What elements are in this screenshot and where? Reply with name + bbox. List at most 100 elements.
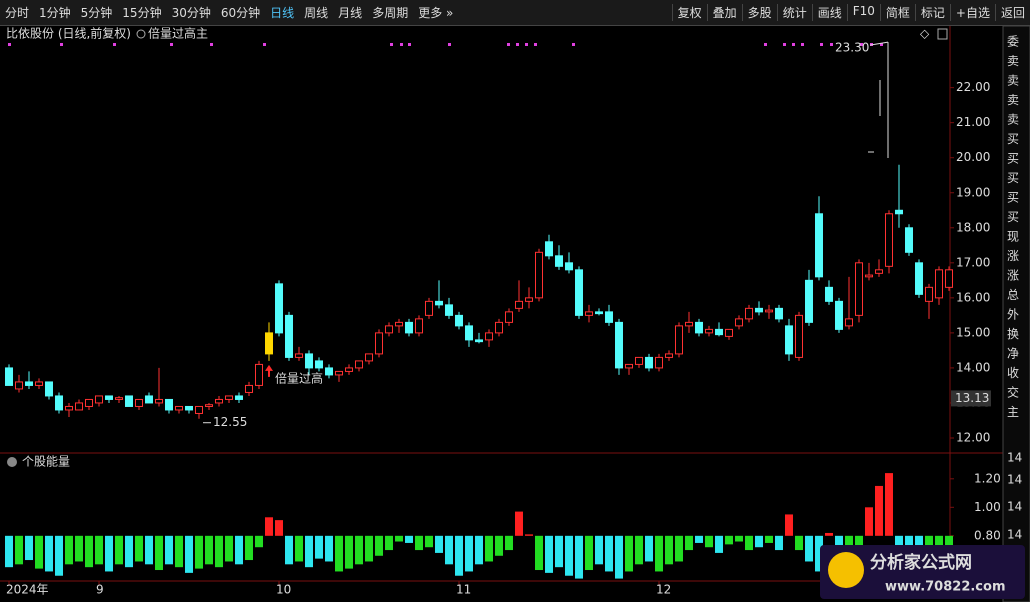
y-tick-label: 1.20 bbox=[974, 471, 1001, 485]
toolbar-button[interactable]: 15分钟 bbox=[122, 6, 162, 20]
candle-body bbox=[515, 300, 523, 309]
candle-body bbox=[85, 398, 93, 407]
panel-toggle[interactable] bbox=[937, 28, 948, 40]
y-tick-label: 21.00 bbox=[956, 115, 990, 129]
energy-bar bbox=[715, 535, 723, 553]
toolbar-button[interactable]: 更多 » bbox=[418, 6, 454, 20]
energy-bar bbox=[195, 535, 203, 569]
toolbar-button[interactable]: 月线 bbox=[338, 6, 363, 20]
energy-bar bbox=[685, 535, 693, 551]
candle-body bbox=[445, 304, 453, 316]
toolbar: 分时 1分钟 5分钟 15分钟 30分钟 60分钟 日线 周线 月线 多周期 更多 » 复权 叠加 多股统… bbox=[0, 0, 1030, 26]
toolbar-button[interactable]: 30分钟 bbox=[171, 6, 211, 20]
toolbar-button[interactable]: 复权 bbox=[671, 4, 707, 21]
toolbar-button[interactable]: 日线 bbox=[270, 6, 295, 20]
signal-arrow bbox=[265, 364, 273, 377]
toolbar-button[interactable]: 统计 bbox=[776, 4, 812, 21]
energy-bar bbox=[335, 535, 343, 572]
candle-body bbox=[25, 381, 33, 386]
candle-body bbox=[855, 262, 863, 316]
toolbar-button[interactable]: 多周期 bbox=[372, 6, 409, 20]
energy-bar bbox=[455, 535, 463, 576]
logo-title: 分析家公式网 bbox=[870, 552, 972, 573]
toolbar-button[interactable]: 周线 bbox=[304, 6, 329, 20]
toolbar-button[interactable]: 标记 bbox=[914, 4, 950, 21]
toolbar-button[interactable]: 画线 bbox=[811, 4, 847, 21]
candle-body bbox=[825, 286, 833, 302]
candle-body bbox=[915, 262, 923, 295]
candle-body bbox=[245, 384, 253, 393]
energy-bar bbox=[245, 535, 253, 561]
y-tick-label: 12.00 bbox=[956, 430, 990, 444]
x-tick-label: 9 bbox=[96, 583, 104, 597]
candle-body bbox=[5, 367, 13, 386]
energy-bar bbox=[385, 535, 393, 551]
toolbar-button[interactable]: 1分钟 bbox=[39, 6, 71, 20]
candle-body bbox=[335, 370, 343, 376]
candle-body bbox=[385, 325, 393, 334]
side-label: 卖 bbox=[1007, 54, 1019, 68]
last-price: 13.13 bbox=[955, 391, 989, 405]
candle-body bbox=[65, 405, 73, 411]
toolbar-button[interactable]: 叠加 bbox=[706, 4, 742, 21]
energy-bar bbox=[595, 535, 603, 565]
diamond-icon[interactable]: ◇ bbox=[920, 27, 930, 41]
candle-body bbox=[905, 227, 913, 253]
side-label: 收 bbox=[1007, 366, 1019, 380]
energy-bar bbox=[285, 535, 293, 565]
energy-bar bbox=[95, 535, 103, 565]
x-tick-label: 12 bbox=[656, 583, 671, 597]
energy-bar bbox=[345, 535, 353, 569]
toolbar-button[interactable]: 60分钟 bbox=[220, 6, 261, 20]
dropdown-icon[interactable] bbox=[136, 29, 146, 39]
energy-bar bbox=[155, 535, 163, 571]
energy-bar bbox=[305, 535, 313, 568]
energy-bar bbox=[275, 520, 283, 536]
y-tick-label: 0.80 bbox=[974, 528, 1001, 542]
candle-body bbox=[695, 321, 703, 334]
candle-body bbox=[575, 269, 583, 316]
candle-body bbox=[635, 356, 643, 365]
side-label: 14 bbox=[1007, 451, 1022, 465]
candle-body bbox=[175, 405, 183, 411]
indicator-icon[interactable] bbox=[7, 457, 17, 467]
toolbar-button[interactable]: F10 bbox=[846, 4, 880, 21]
toolbar-button[interactable]: 分时 bbox=[5, 6, 30, 20]
toolbar-button[interactable]: 简框 bbox=[879, 4, 915, 21]
toolbar-button[interactable]: +自选 bbox=[949, 4, 995, 21]
candle-body bbox=[375, 332, 383, 355]
high-pointer bbox=[869, 41, 889, 46]
toolbar-button[interactable]: 返回 bbox=[994, 4, 1030, 21]
toolbar-button[interactable]: 5分钟 bbox=[80, 6, 113, 20]
candle-body bbox=[805, 279, 813, 323]
energy-bar bbox=[905, 535, 913, 551]
candle-body bbox=[55, 395, 63, 411]
candle-body bbox=[795, 314, 803, 358]
candle-body bbox=[95, 395, 103, 404]
energy-bar bbox=[865, 507, 873, 536]
candle-body bbox=[315, 360, 323, 369]
y-tick-label: 19.00 bbox=[956, 185, 990, 199]
energy-bar bbox=[35, 535, 43, 569]
side-label: 涨 bbox=[1007, 248, 1019, 263]
candle-body bbox=[455, 314, 463, 327]
energy-bar bbox=[5, 535, 13, 568]
candle-body bbox=[415, 318, 423, 334]
energy-bar bbox=[515, 511, 523, 536]
energy-bar bbox=[735, 535, 743, 542]
candle-body bbox=[15, 381, 23, 390]
toolbar-button[interactable]: 多股 bbox=[741, 4, 777, 21]
candle-body bbox=[675, 325, 683, 355]
formula-label[interactable]: 倍量过高主 bbox=[148, 26, 208, 41]
energy-bar bbox=[615, 535, 623, 579]
candle-body bbox=[615, 321, 623, 369]
candle-body bbox=[215, 398, 223, 404]
y-tick-label: 16.00 bbox=[956, 290, 990, 304]
energy-bar bbox=[935, 535, 943, 551]
candle-body bbox=[625, 363, 633, 369]
energy-bar bbox=[525, 534, 533, 536]
side-label: 14 bbox=[1007, 500, 1022, 514]
side-label: 外 bbox=[1007, 308, 1019, 322]
energy-bar bbox=[495, 535, 503, 556]
